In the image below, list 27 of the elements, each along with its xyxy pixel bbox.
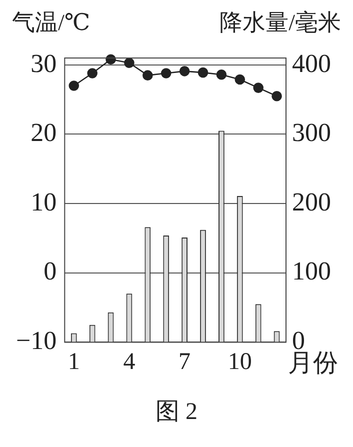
y2-tick-label: 400 bbox=[292, 48, 331, 78]
point bbox=[216, 69, 227, 80]
point bbox=[142, 70, 153, 80]
y2-tick-label: 200 bbox=[292, 187, 331, 216]
point bbox=[124, 58, 134, 68]
y-tick-label: 10 bbox=[30, 187, 57, 216]
point bbox=[272, 90, 282, 102]
y-axis-title: 气温/℃ bbox=[12, 10, 90, 35]
y2-axis-title: 降水量/毫米 bbox=[220, 10, 341, 35]
x-tick-label: 7 bbox=[178, 348, 191, 375]
point bbox=[179, 66, 190, 76]
point bbox=[234, 74, 246, 85]
x-tick-label: 4 bbox=[123, 348, 136, 375]
point bbox=[68, 80, 80, 91]
x-tick-label: 10 bbox=[228, 348, 252, 375]
point bbox=[253, 82, 264, 93]
x-tick-label: 1 bbox=[68, 348, 80, 375]
y-tick-label: 0 bbox=[44, 256, 57, 286]
y-tick-label: −10 bbox=[16, 326, 57, 356]
y-tick-label: 20 bbox=[30, 118, 57, 148]
point bbox=[198, 67, 208, 78]
y2-tick-label: 100 bbox=[292, 256, 331, 286]
y2-tick-label: 300 bbox=[292, 118, 331, 148]
point bbox=[87, 68, 98, 78]
caption: 图 2 bbox=[154, 398, 198, 427]
point bbox=[160, 68, 172, 78]
y-tick-label: 30 bbox=[30, 48, 57, 78]
